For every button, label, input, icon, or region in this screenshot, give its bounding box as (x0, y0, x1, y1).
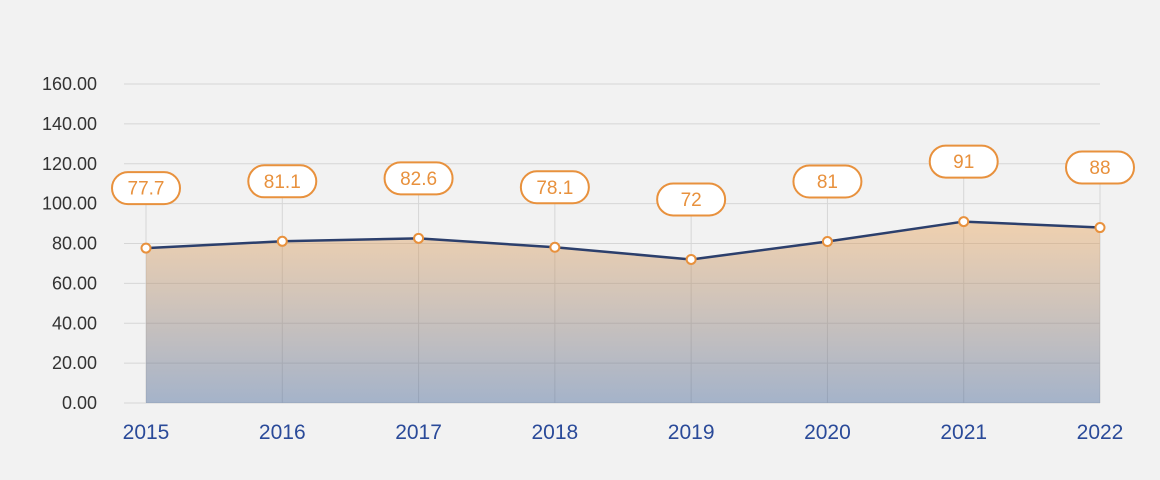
data-label-pill-2017: 82.6 (383, 161, 454, 196)
data-point-marker-2015[interactable] (140, 242, 152, 254)
data-label-pill-2019: 72 (656, 182, 727, 217)
x-axis-label-2016: 2016 (259, 421, 306, 444)
x-axis-label-2018: 2018 (531, 421, 578, 444)
data-label-value: 72 (681, 190, 702, 211)
x-axis-label-2020: 2020 (804, 421, 851, 444)
series-area (146, 221, 1100, 403)
data-label-pill-2016: 81.1 (247, 164, 318, 199)
data-label-value: 81 (817, 172, 838, 193)
data-label-pill-2020: 81 (792, 164, 863, 199)
data-label-pill-2021: 91 (928, 144, 999, 179)
data-labels: 77.7 81.1 82.6 78.1 72 81 91 88 (111, 144, 1135, 217)
data-point-marker-2016[interactable] (276, 235, 288, 247)
y-axis-tick: 0.00 (62, 393, 97, 413)
x-axis-labels: 2015 2016 2017 2018 2019 2020 2021 2022 (123, 421, 1124, 444)
data-label-pill-shape (1065, 150, 1135, 185)
y-axis-tick-labels: 0.00 20.00 40.00 60.00 80.00 100.00 120.00 140.… (42, 74, 97, 413)
data-label-pill-shape (792, 164, 863, 199)
data-label-pill-shape (519, 170, 590, 205)
y-axis-tick: 120.00 (42, 154, 97, 174)
data-point-marker-2022[interactable] (1094, 222, 1106, 234)
data-label-pill-2022: 88 (1065, 150, 1135, 185)
data-label-value: 88 (1089, 158, 1110, 179)
data-point-markers (140, 216, 1106, 265)
data-label-pill-shape (111, 171, 181, 206)
data-label-pill-shape (928, 144, 999, 179)
data-label-value: 91 (953, 152, 974, 173)
y-axis-tick: 80.00 (52, 234, 97, 254)
x-axis-label-2022: 2022 (1077, 421, 1124, 444)
series-line (144, 220, 1102, 261)
y-axis-tick: 20.00 (52, 353, 97, 373)
data-label-value: 81.1 (264, 172, 301, 193)
data-label-pill-shape (247, 164, 318, 199)
x-axis-label-2019: 2019 (668, 421, 715, 444)
data-point-marker-2020[interactable] (821, 236, 833, 248)
x-axis-label-2015: 2015 (123, 421, 170, 444)
y-axis-tick: 160.00 (42, 74, 97, 94)
x-axis-label-2017: 2017 (395, 421, 442, 444)
data-point-marker-2021[interactable] (958, 216, 970, 228)
data-label-pill-2018: 78.1 (519, 170, 590, 205)
data-label-pill-shape (656, 182, 727, 217)
data-point-marker-2018[interactable] (549, 241, 561, 253)
data-label-value: 78.1 (536, 178, 573, 199)
y-axis-tick: 140.00 (42, 114, 97, 134)
y-axis-tick: 100.00 (42, 194, 97, 214)
data-point-marker-2019[interactable] (685, 253, 697, 265)
data-point-marker-2017[interactable] (413, 232, 425, 244)
data-label-pill-2015: 77.7 (111, 171, 181, 206)
x-axis-label-2021: 2021 (940, 421, 987, 444)
data-label-value: 82.6 (400, 169, 437, 190)
y-axis-tick: 40.00 (52, 313, 97, 333)
y-axis-tick: 60.00 (52, 273, 97, 293)
data-label-value: 77.7 (128, 179, 165, 200)
data-label-pill-shape (383, 161, 454, 196)
